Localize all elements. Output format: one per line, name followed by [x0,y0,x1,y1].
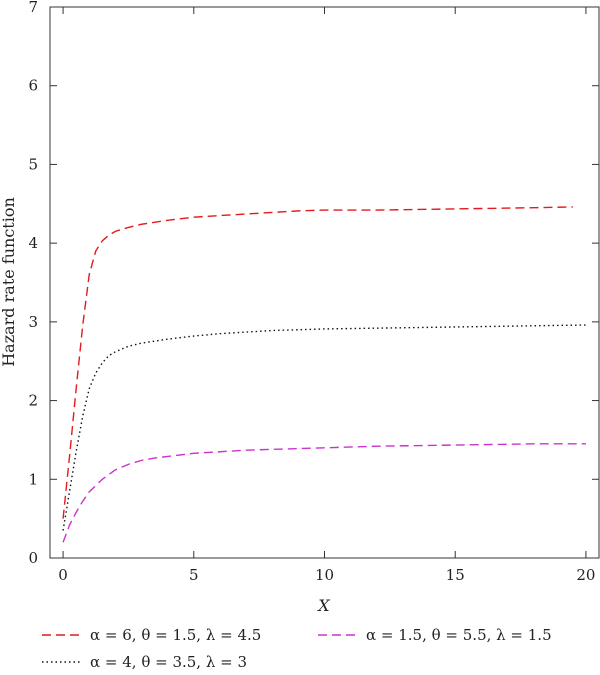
y-tick-label: 4 [28,234,38,252]
y-tick-label: 7 [28,0,38,16]
y-tick-label: 5 [28,155,38,173]
y-axis-title: Hazard rate function [0,197,18,367]
series-lines [62,206,586,543]
x-axis-title: X [316,596,330,615]
legend: α = 6, θ = 1.5, λ = 4.5 α = 4, θ = 3.5, λ… [42,626,552,671]
y-tick-label: 6 [28,77,38,95]
legend-label-3: α = 1.5, θ = 5.5, λ = 1.5 [366,626,552,644]
series-line-2 [62,324,586,531]
series-line-1 [62,206,573,519]
y-tick-label: 3 [28,313,38,331]
axis-ticks: 0 5 10 15 20 0 1 2 3 4 5 6 7 [28,0,599,584]
x-tick-label: 15 [446,566,465,584]
x-tick-label: 5 [189,566,199,584]
x-tick-label: 10 [315,566,334,584]
x-tick-label: 20 [576,566,595,584]
y-tick-label: 1 [28,470,38,488]
legend-label-1: α = 6, θ = 1.5, λ = 4.5 [90,626,261,644]
legend-label-2: α = 4, θ = 3.5, λ = 3 [90,653,247,671]
y-tick-label: 2 [28,392,38,410]
plot-frame [49,6,600,559]
y-tick-label: 0 [28,549,38,567]
x-tick-label: 0 [58,566,68,584]
series-line-3 [62,443,586,543]
